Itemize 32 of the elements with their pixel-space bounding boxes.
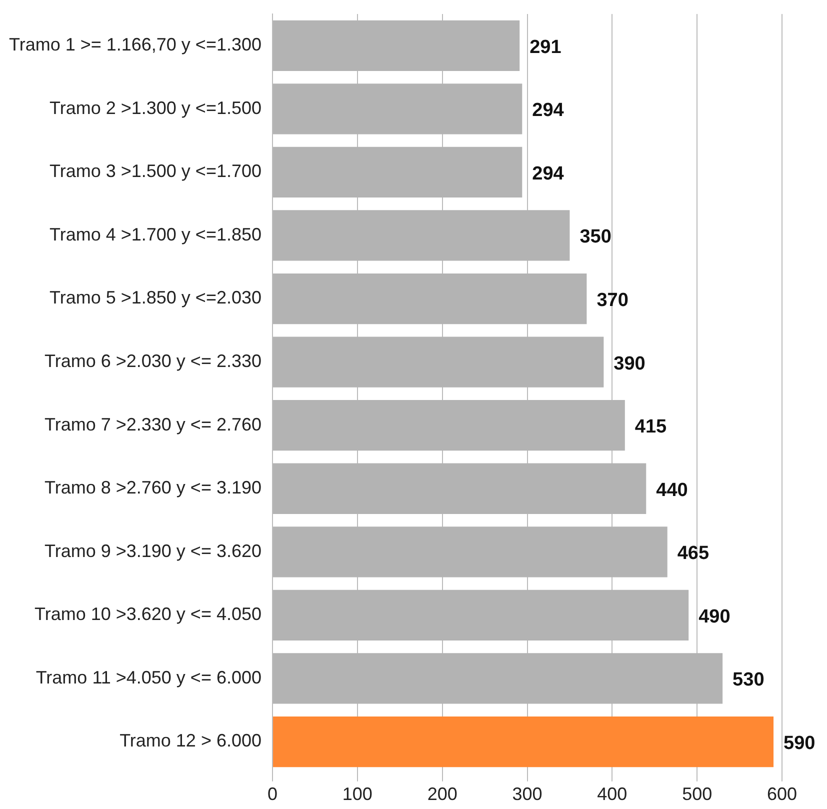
y-tick-label: Tramo 11 >4.050 y <= 6.000 [36,667,262,688]
y-tick-label: Tramo 10 >3.620 y <= 4.050 [34,604,262,624]
y-tick-label: Tramo 1 >= 1.166,70 y <=1.300 [8,34,262,55]
data-label: 590 [784,732,816,754]
data-label: 294 [532,100,564,122]
data-label: 490 [698,606,730,628]
data-label: 440 [656,480,688,501]
data-label: 294 [532,163,564,184]
x-tick-label: 500 [682,784,712,804]
data-label: 415 [634,416,668,438]
x-tick-label: 0 [268,784,278,804]
data-label: 291 [530,36,562,58]
y-tick-label: Tramo 7 >2.330 y <= 2.760 [44,414,262,434]
y-tick-label: Tramo 9 >3.190 y <= 3.620 [44,540,262,561]
y-tick-label: Tramo 6 >2.030 y <= 2.330 [44,351,262,372]
x-tick-label: 400 [597,784,628,804]
x-tick-label: 100 [342,784,372,804]
data-label: 390 [614,353,646,374]
x-tick-label: 600 [766,784,798,804]
y-tick-label: Tramo 12 > 6.000 [120,730,262,751]
x-tick-label: 200 [427,784,458,804]
data-label: 370 [596,290,628,312]
x-tick-label: 300 [512,784,542,804]
y-tick-label: Tramo 4 >1.700 y <=1.850 [50,224,262,244]
y-tick-label: Tramo 5 >1.850 y <=2.030 [50,288,262,308]
data-label: 530 [732,670,764,691]
data-label: 350 [580,226,612,248]
y-tick-label: Tramo 8 >2.760 y <= 3.190 [44,478,262,498]
y-tick-label: Tramo 3 >1.500 y <=1.700 [50,161,262,182]
data-label: 465 [677,543,710,564]
y-tick-label: Tramo 2 >1.300 y <=1.500 [50,98,262,118]
bar [273,716,774,768]
